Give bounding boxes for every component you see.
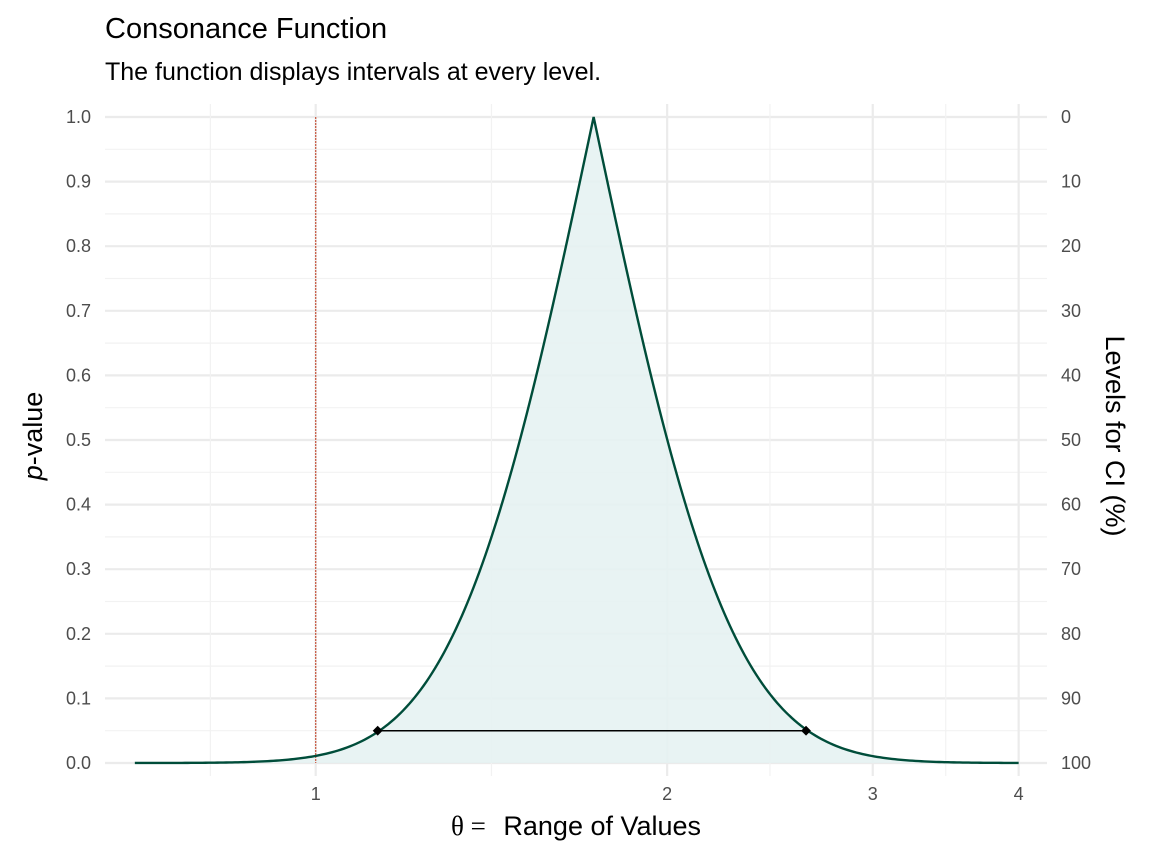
y-axis-title: p-value xyxy=(18,392,48,482)
y2-tick-label: 70 xyxy=(1061,559,1081,579)
x-tick-label: 3 xyxy=(868,784,878,804)
y2-tick-label: 10 xyxy=(1061,172,1081,192)
chart-subtitle: The function displays intervals at every… xyxy=(105,58,601,86)
y2-tick-label: 0 xyxy=(1061,107,1071,127)
y2-tick-label: 50 xyxy=(1061,430,1081,450)
y2-tick-label: 60 xyxy=(1061,495,1081,515)
y2-tick-label: 20 xyxy=(1061,236,1081,256)
y-tick-label: 0.6 xyxy=(66,365,91,385)
x-tick-labels: 1 2 3 4 xyxy=(311,784,1024,804)
y-tick-label: 0.3 xyxy=(66,559,91,579)
y-axis-title-rest: -value xyxy=(18,392,48,466)
y2-tick-label: 90 xyxy=(1061,688,1081,708)
x-axis-symbol: θ = xyxy=(451,811,486,841)
interval-upper-point xyxy=(801,725,811,736)
y-tick-label: 1.0 xyxy=(66,107,91,127)
y-tick-label: 0.8 xyxy=(66,236,91,256)
y-tick-label: 0.7 xyxy=(66,301,91,321)
y-axis-title-italic: p xyxy=(18,465,48,481)
x-tick-label: 2 xyxy=(662,784,672,804)
y-tick-label: 0.9 xyxy=(66,172,91,192)
y-tick-label: 0.2 xyxy=(66,624,91,644)
y2-tick-label: 80 xyxy=(1061,624,1081,644)
x-tick-label: 4 xyxy=(1014,784,1024,804)
x-axis-label: Range of Values xyxy=(503,811,701,841)
interval-lower-point xyxy=(372,725,383,736)
x-axis-title: θ = Range of Values xyxy=(451,811,701,841)
y2-tick-label: 100 xyxy=(1061,753,1091,773)
confidence-curve-area xyxy=(134,117,1019,763)
y2-tick-label: 30 xyxy=(1061,301,1081,321)
y-tick-label: 0.4 xyxy=(66,495,91,515)
y2-axis-title: Levels for CI (%) xyxy=(1100,335,1130,536)
y-tick-label: 0.5 xyxy=(66,430,91,450)
y-tick-labels: 0.0 0.1 0.2 0.3 0.4 0.5 0.6 0.7 0.8 0.9 1.0 xyxy=(66,107,91,773)
y-tick-label: 0.0 xyxy=(66,753,91,773)
chart-title: Consonance Function xyxy=(105,13,387,45)
x-tick-label: 1 xyxy=(311,784,321,804)
y-tick-label: 0.1 xyxy=(66,688,91,708)
confidence-curve-line xyxy=(134,116,1019,765)
y2-tick-label: 40 xyxy=(1061,365,1081,385)
